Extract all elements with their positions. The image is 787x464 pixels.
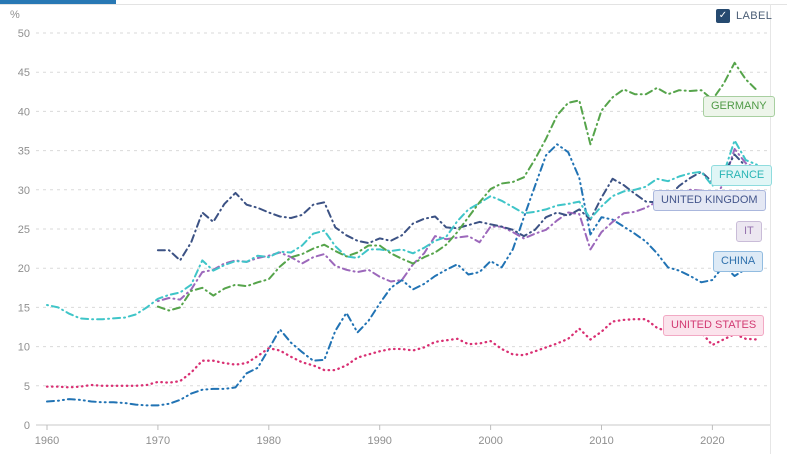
y-tick-label-0: 0	[24, 420, 30, 432]
x-tick-label-1960: 1960	[35, 435, 59, 447]
series-label-text: UNITED STATES	[671, 319, 757, 331]
series-line-italy	[156, 148, 758, 303]
y-tick-label-20: 20	[18, 263, 30, 275]
x-tick-label-1990: 1990	[367, 435, 391, 447]
y-tick-label-25: 25	[18, 224, 30, 236]
series-label-text: IT	[744, 225, 754, 237]
series-line-united-states	[45, 318, 758, 389]
x-tick-label-2010: 2010	[589, 435, 613, 447]
check-icon: ✓	[718, 10, 728, 21]
series-label-text: CHINA	[721, 255, 756, 267]
x-tick-label-1970: 1970	[146, 435, 170, 447]
series-label-united-kingdom[interactable]: UNITED KINGDOM	[653, 190, 766, 211]
series-label-text: UNITED KINGDOM	[661, 194, 758, 206]
panel-border-right	[770, 4, 771, 454]
y-tick-label-10: 10	[18, 342, 30, 354]
y-tick-label-5: 5	[24, 381, 30, 393]
series-label-germany[interactable]: GERMANY	[703, 96, 775, 117]
series-line-france	[46, 139, 758, 321]
series-label-italy[interactable]: IT	[736, 221, 762, 242]
y-tick-label-45: 45	[18, 67, 30, 79]
series-label-china[interactable]: CHINA	[713, 251, 764, 272]
series-label-text: FRANCE	[719, 169, 765, 181]
y-axis-unit: %	[10, 9, 20, 21]
label-toggle[interactable]: ✓ LABEL	[716, 9, 772, 23]
x-tick-label-1980: 1980	[257, 435, 281, 447]
active-tab-indicator	[0, 0, 116, 4]
x-tick-label-2020: 2020	[700, 435, 724, 447]
y-tick-label-40: 40	[18, 106, 30, 118]
y-tick-label-15: 15	[18, 302, 30, 314]
panel-border-top	[0, 4, 787, 5]
label-checkbox[interactable]: ✓	[716, 9, 730, 23]
series-label-text: GERMANY	[711, 100, 767, 112]
series-label-france[interactable]: FRANCE	[711, 165, 773, 186]
series-label-united-states[interactable]: UNITED STATES	[663, 315, 765, 336]
y-tick-label-50: 50	[18, 28, 30, 40]
x-tick-label-2000: 2000	[478, 435, 502, 447]
y-tick-label-30: 30	[18, 185, 30, 197]
label-toggle-text: LABEL	[736, 10, 773, 22]
series-line-germany	[156, 61, 758, 312]
series-line-china	[46, 143, 758, 407]
y-tick-label-35: 35	[18, 146, 30, 158]
